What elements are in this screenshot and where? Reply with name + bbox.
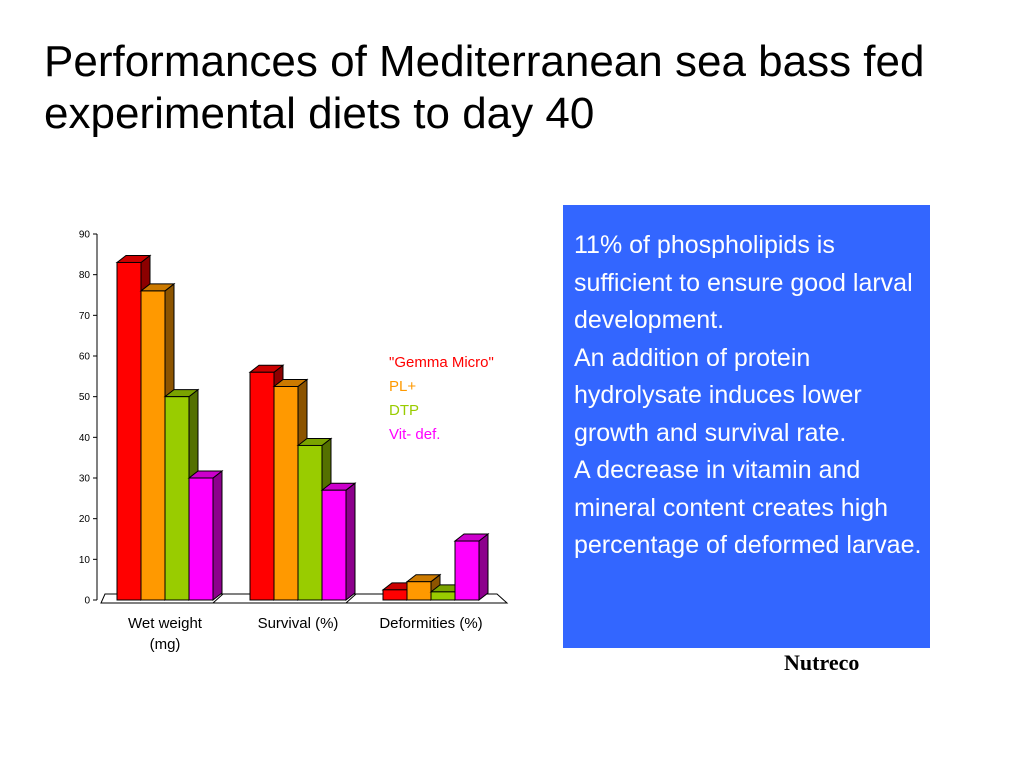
bar: [321, 489, 347, 601]
legend-entry: PL+: [389, 378, 416, 395]
bar-chart: 0 10 20 30 40 50 60 70 80 90 Wet weight (mg) Surviva…: [79, 230, 509, 653]
bar: [249, 371, 275, 601]
y-tick-label: 10: [79, 555, 91, 566]
category-label: Deformities (%): [379, 615, 482, 632]
category-divider: [212, 593, 224, 604]
info-line-3: A decrease in vitamin and mineral conten…: [574, 456, 922, 559]
legend-entry: "Gemma Micro": [389, 354, 494, 371]
info-line-2: An addition of protein hydrolysate induc…: [574, 343, 862, 447]
bar: [116, 261, 142, 601]
category-label: Wet weight (mg): [128, 615, 203, 653]
legend-entry: Vit- def.: [389, 426, 440, 443]
y-tick-label: 60: [79, 352, 91, 363]
bar: [406, 581, 432, 601]
bar: [164, 396, 190, 601]
info-line-1: 11% of phospholipids is sufficient to en…: [574, 231, 913, 334]
category-divider: [345, 593, 357, 604]
bar: [430, 591, 456, 601]
legend-entry: DTP: [389, 402, 419, 419]
bar: [454, 540, 480, 601]
slide-title: Performances of Mediterranean sea bass f…: [44, 37, 925, 138]
y-tick-label: 70: [79, 311, 91, 322]
bar: [273, 386, 299, 601]
category-label: Survival (%): [258, 615, 339, 632]
y-tick-label: 50: [79, 392, 91, 403]
y-tick-label: 30: [79, 474, 91, 485]
bar: [140, 290, 166, 601]
y-tick-label: 0: [84, 596, 90, 607]
bar-side: [345, 482, 356, 602]
bar: [382, 589, 408, 601]
bar-side: [478, 533, 489, 602]
y-tick-label: 90: [79, 230, 91, 241]
info-box: 11% of phospholipids is sufficient to en…: [563, 205, 930, 648]
bar-side: [212, 469, 223, 602]
y-tick-label: 20: [79, 514, 91, 525]
bar: [297, 444, 323, 601]
source-credit: Nutreco: [784, 650, 860, 675]
y-tick-label: 40: [79, 433, 91, 444]
bar: [188, 477, 214, 601]
y-tick-label: 80: [79, 270, 91, 281]
